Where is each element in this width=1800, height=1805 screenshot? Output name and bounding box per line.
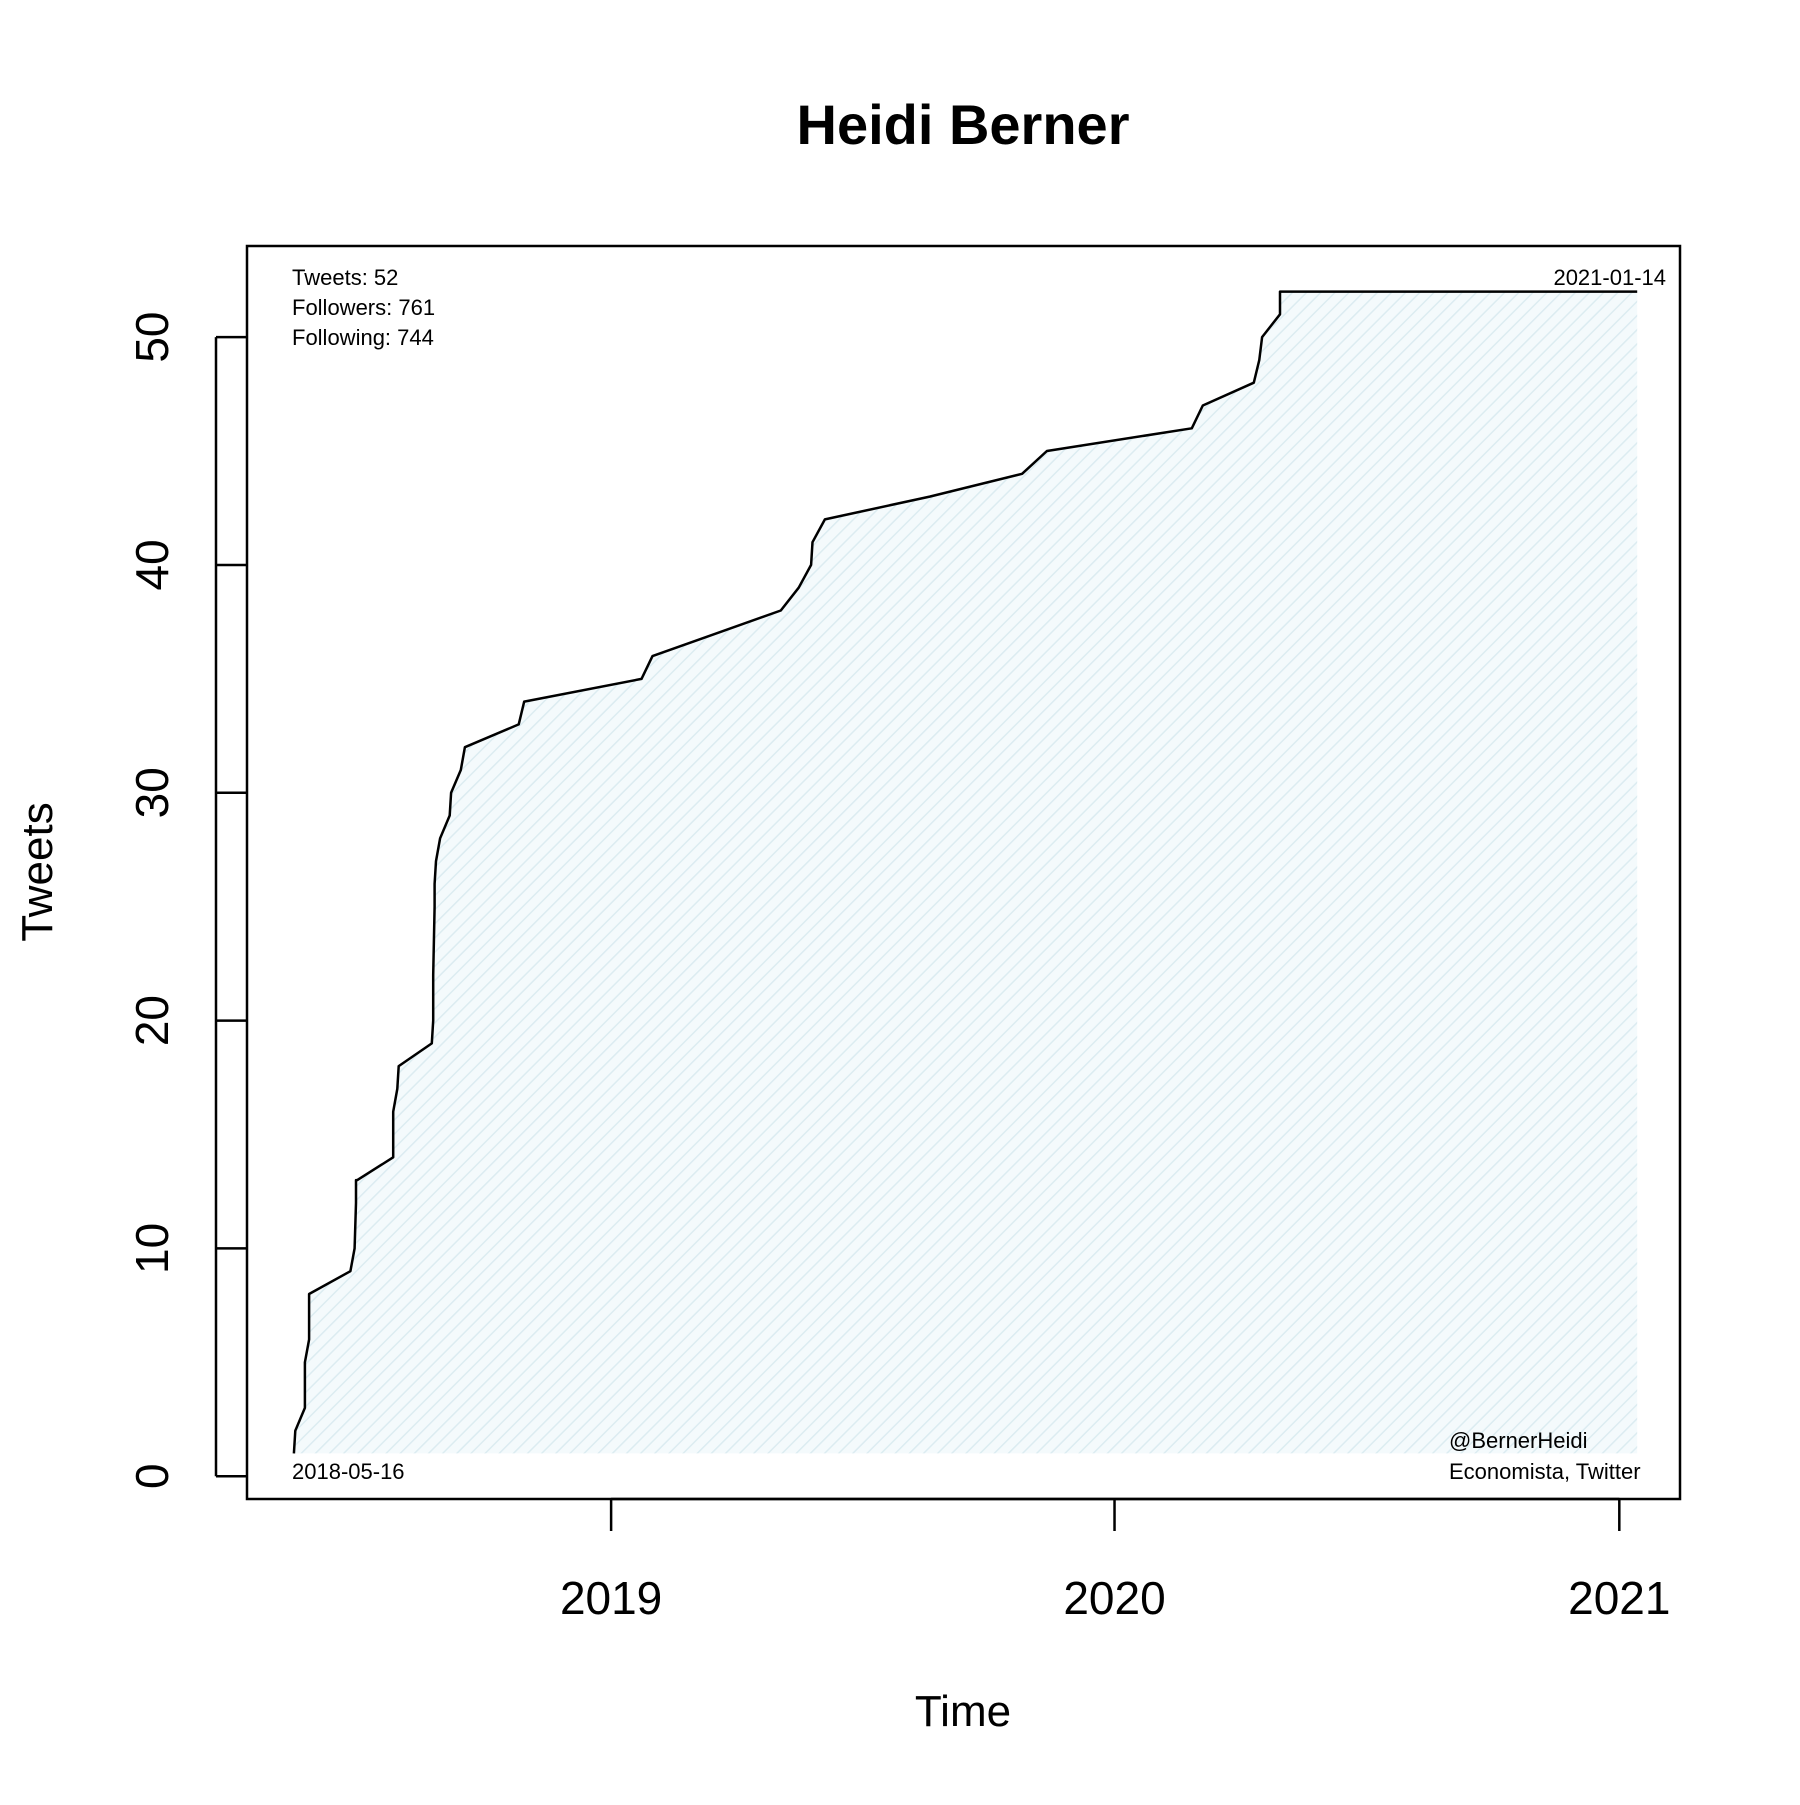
y-tick-label: 40 — [126, 539, 178, 590]
y-tick-label: 20 — [126, 995, 178, 1046]
y-tick-label: 30 — [126, 767, 178, 818]
profile-description: Economista, Twitter — [1449, 1459, 1641, 1484]
profile-annotation: @BernerHeidi Economista, Twitter — [1449, 1428, 1641, 1484]
x-tick-label: 2020 — [1063, 1572, 1165, 1624]
following-count: Following: 744 — [292, 325, 434, 350]
x-axis-label: Time — [915, 1687, 1011, 1736]
y-tick-label: 0 — [126, 1463, 178, 1489]
y-axis: 0 10 20 30 40 50 — [126, 312, 247, 1489]
tweets-count: Tweets: 52 — [292, 265, 398, 290]
followers-count: Followers: 761 — [292, 295, 435, 320]
line-layer — [292, 290, 1638, 1454]
stats-annotation: Tweets: 52 Followers: 761 Following: 744 — [292, 265, 435, 350]
x-axis: 2019 2020 2021 — [560, 1497, 1670, 1624]
y-axis-label: Tweets — [13, 802, 62, 941]
x-tick-label: 2021 — [1568, 1572, 1670, 1624]
end-date-label: 2021-01-14 — [1553, 265, 1666, 290]
twitter-handle: @BernerHeidi — [1449, 1428, 1588, 1453]
y-tick-label: 10 — [126, 1223, 178, 1274]
series-line — [292, 290, 1638, 1454]
start-date-label: 2018-05-16 — [292, 1459, 405, 1484]
area-layer — [293, 291, 1638, 1454]
y-tick-label: 50 — [126, 312, 178, 363]
x-tick-label: 2019 — [560, 1572, 662, 1624]
area-fill — [293, 291, 1638, 1454]
chart-title: Heidi Berner — [797, 93, 1130, 156]
